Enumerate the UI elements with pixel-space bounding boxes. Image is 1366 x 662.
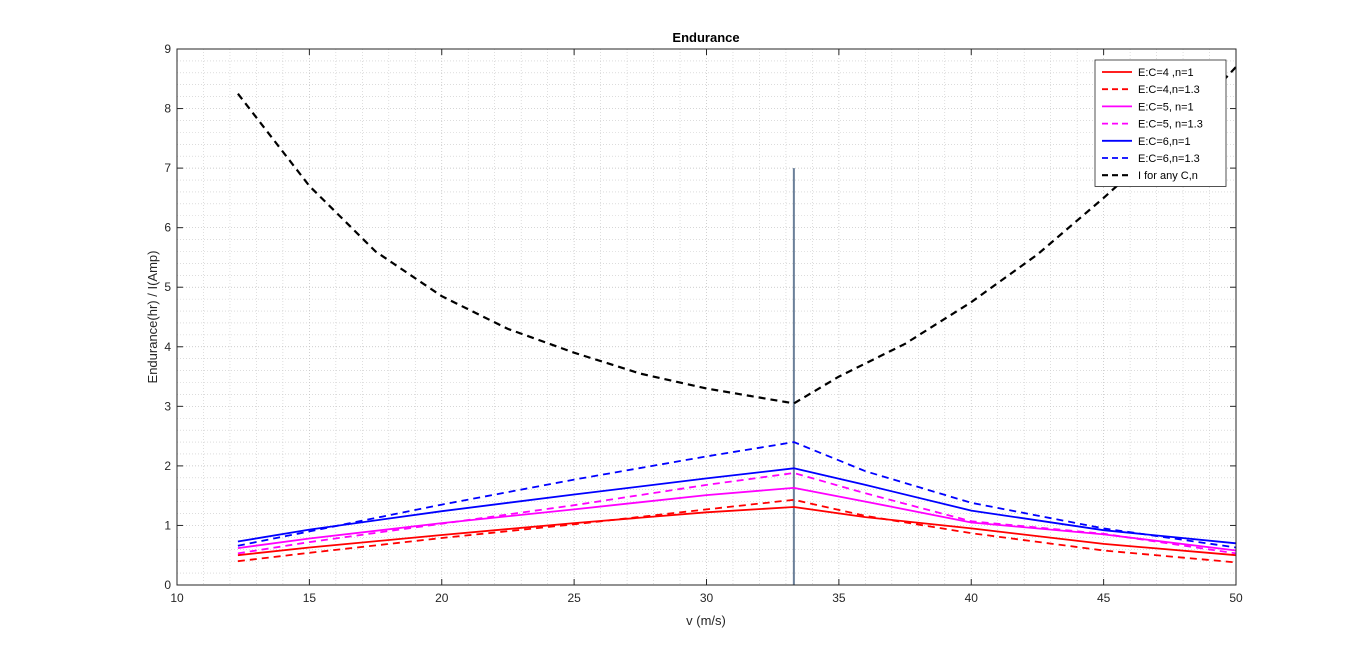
legend-label-4: E:C=6,n=1	[1138, 136, 1191, 148]
x-tick-label: 40	[965, 591, 979, 605]
legend: E:C=4 ,n=1 E:C=4,n=1.3 E:C=5, n=1 E:C=5, n=…	[1094, 59, 1227, 187]
series-line-1	[237, 498, 1237, 564]
y-tick-label: 6	[164, 221, 171, 235]
y-tick-label: 9	[164, 42, 171, 56]
x-tick-label: 20	[435, 591, 449, 605]
y-tick-label: 3	[164, 399, 171, 413]
y-tick-label: 2	[164, 459, 171, 473]
x-axis-label: v (m/s)	[686, 613, 726, 628]
y-axis-label: Endurance(hr) / I(Amp)	[145, 251, 160, 384]
x-tick-label: 15	[303, 591, 317, 605]
series-line-4	[237, 467, 1237, 545]
x-tick-label: 10	[170, 591, 184, 605]
x-tick-label: 25	[567, 591, 581, 605]
legend-label-1: E:C=4,n=1.3	[1138, 84, 1200, 96]
chart-title: Endurance	[672, 30, 739, 45]
minor-grid	[177, 49, 1236, 585]
y-tick-label: 5	[164, 280, 171, 294]
y-tick-label: 0	[164, 578, 171, 592]
x-tick-label: 35	[832, 591, 846, 605]
x-tick-label: 50	[1229, 591, 1243, 605]
y-tick-label: 7	[164, 161, 171, 175]
y-tick-label: 1	[164, 518, 171, 532]
x-tick-label: 30	[700, 591, 714, 605]
legend-label-2: E:C=5, n=1	[1138, 101, 1194, 113]
legend-label-3: E:C=5, n=1.3	[1138, 119, 1203, 131]
series-line-2	[237, 486, 1237, 552]
series-line-3	[237, 472, 1237, 555]
x-tick-label: 45	[1097, 591, 1111, 605]
y-tick-label: 4	[164, 340, 171, 354]
legend-label-6: I for any C,n	[1138, 170, 1198, 182]
y-tick-label: 8	[164, 102, 171, 116]
series-line-0	[237, 506, 1237, 557]
series-line-6	[237, 66, 1237, 405]
series-layer	[237, 66, 1237, 564]
legend-label-5: E:C=6,n=1.3	[1138, 153, 1200, 165]
axes-frame	[176, 48, 1237, 586]
series-line-5	[237, 441, 1237, 549]
legend-label-0: E:C=4 ,n=1	[1138, 67, 1194, 79]
